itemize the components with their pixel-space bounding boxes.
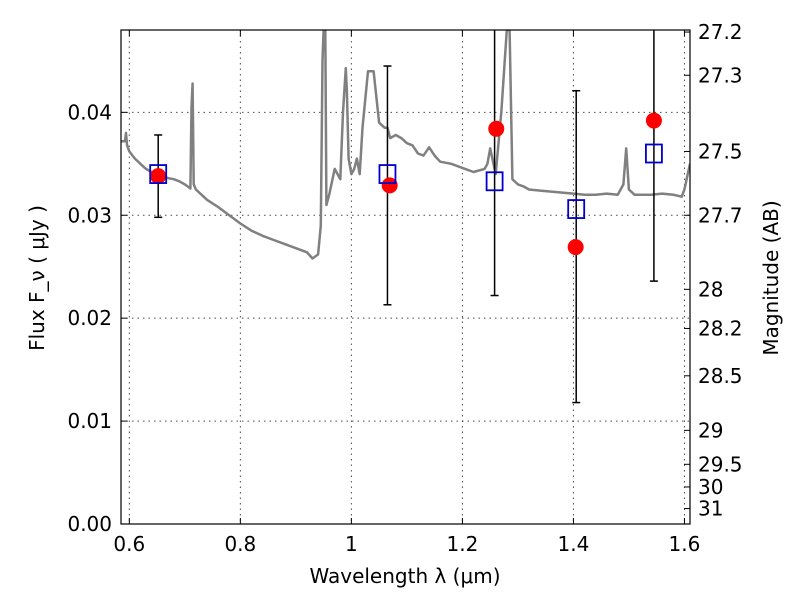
- y-tick-label: 0.04: [67, 100, 112, 124]
- right-tick-label: 28.5: [698, 364, 743, 388]
- y-tick-label: 0.02: [67, 306, 112, 330]
- filled-circle-point: [488, 120, 505, 137]
- right-tick-label: 30: [698, 475, 723, 499]
- right-tick-label: 31: [698, 497, 723, 521]
- data-point-layer: [149, 112, 663, 256]
- right-tick-label: 27.5: [698, 139, 743, 163]
- y-tick-label: 0.01: [67, 409, 112, 433]
- x-axis-title: Wavelength λ (μm): [309, 564, 500, 588]
- open-square-point: [149, 164, 168, 184]
- open-square-point: [645, 143, 663, 164]
- x-tick-label: 1: [345, 532, 358, 556]
- right-tick-label: 29.5: [698, 452, 743, 476]
- right-tick-label: 27.3: [698, 63, 743, 87]
- plot-frame: [120, 29, 691, 525]
- model-spectrum-layer: [121, 30, 690, 260]
- x-tick-label: 1.4: [558, 532, 590, 556]
- right-tick-label: 29: [698, 418, 723, 442]
- x-tick-label: 0.8: [224, 532, 256, 556]
- y-axis-title: Flux F_ν ( μJy ): [25, 205, 49, 351]
- filled-circle-point: [150, 168, 167, 185]
- right-axis-title: Magnitude (AB): [759, 200, 783, 355]
- model-spectrum-line: [121, 30, 690, 260]
- x-tick-label: 1.2: [446, 532, 478, 556]
- right-tick-label: 27.2: [698, 20, 743, 44]
- tick-layer: 0.6 0.8 1 1.2 1.4 1.6 0.00 0.01 0.02 0.03 0.04 27.2…: [67, 20, 742, 556]
- right-tick-label: 28.2: [698, 316, 743, 340]
- right-tick-label: 28: [698, 277, 723, 301]
- right-tick-label: 27.7: [698, 203, 743, 227]
- filled-circle-point: [645, 112, 662, 129]
- open-square-point: [567, 199, 586, 219]
- filled-circle-point: [381, 177, 398, 194]
- open-square-point: [378, 164, 397, 184]
- y-tick-label: 0.00: [67, 512, 112, 536]
- filled-circle-point: [567, 239, 584, 256]
- y-tick-label: 0.03: [67, 203, 112, 227]
- x-tick-label: 0.6: [113, 532, 145, 556]
- open-square-point: [485, 171, 504, 192]
- x-tick-label: 1.6: [669, 532, 701, 556]
- grid-layer: [121, 30, 690, 524]
